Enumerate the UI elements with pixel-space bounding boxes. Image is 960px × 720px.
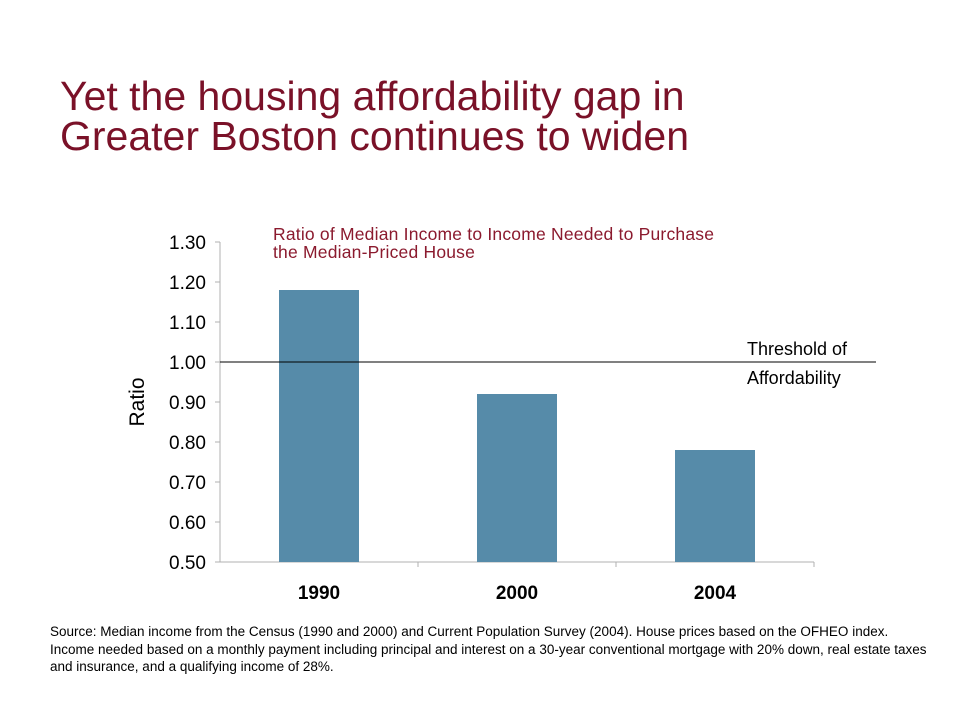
y-tick-label: 0.50 — [169, 553, 206, 574]
bar-2000 — [477, 394, 557, 562]
y-tick-label: 1.30 — [169, 233, 206, 254]
slide-title-line-2: Greater Boston continues to widen — [60, 113, 690, 159]
chart-title-line-1: Ratio of Median Income to Income Needed … — [273, 224, 715, 244]
y-tick-label: 1.00 — [169, 353, 206, 374]
chart-title-line-2: the Median-Priced House — [273, 242, 476, 262]
x-tick-label: 1990 — [298, 583, 340, 604]
slide-title-line-1: Yet the housing affordability gap in — [60, 73, 685, 119]
y-tick-label: 1.10 — [169, 313, 206, 334]
bar-2004 — [675, 450, 755, 562]
source-note: Source: Median income from the Census (1… — [50, 624, 927, 674]
slide-title: Yet the housing affordability gap in Gre… — [60, 73, 920, 159]
bar-1990 — [279, 290, 359, 562]
y-tick-label: 0.70 — [169, 473, 206, 494]
x-tick-label: 2004 — [694, 583, 737, 604]
y-tick-label: 0.90 — [169, 393, 206, 414]
threshold-label: Threshold of Affordability — [747, 335, 847, 393]
chart-title: Ratio of Median Income to Income Needed … — [273, 225, 893, 261]
y-tick-label: 0.60 — [169, 513, 206, 534]
y-tick-label: 0.80 — [169, 433, 206, 454]
threshold-label-line-1: Threshold of — [747, 339, 848, 359]
threshold-label-line-2: Affordability — [747, 368, 841, 388]
y-tick-label: 1.20 — [169, 273, 206, 294]
x-tick-label: 2000 — [496, 583, 538, 604]
